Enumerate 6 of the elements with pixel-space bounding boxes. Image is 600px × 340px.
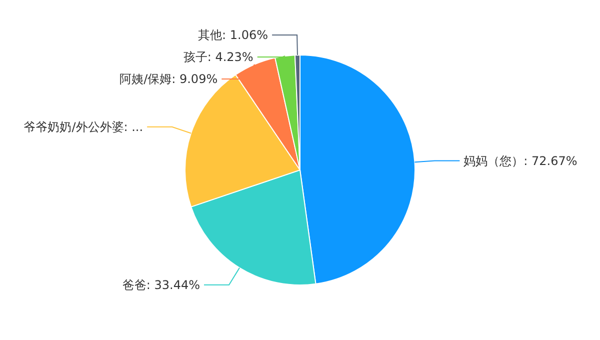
slice-label: 阿姨/保姆: 9.09%	[120, 72, 218, 86]
slice-label: 其他: 1.06%	[198, 28, 268, 42]
slice-label: 爷爷奶奶/外公外婆: ...	[24, 120, 144, 134]
slice-label: 爸爸: 33.44%	[122, 278, 200, 292]
slice-label: 孩子: 4.23%	[183, 50, 254, 64]
slice-label: 妈妈（您）: 72.67%	[464, 154, 578, 168]
